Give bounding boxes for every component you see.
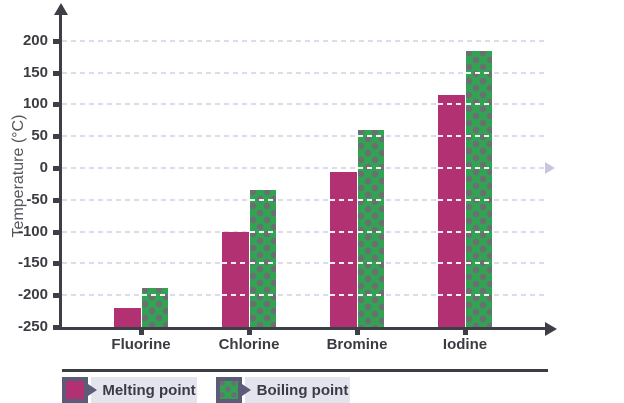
y-tick-150 bbox=[53, 71, 59, 76]
y-tick-50 bbox=[53, 134, 59, 139]
gridline-200 bbox=[62, 40, 546, 42]
gridline--50 bbox=[62, 199, 546, 201]
bar-boiling-iodine bbox=[465, 51, 492, 327]
bar-gridline-dash-100 bbox=[438, 103, 465, 105]
y-tick-label--150: -150 bbox=[17, 254, 48, 271]
bar-gridline-dash--100 bbox=[438, 231, 465, 233]
bar-gridline-dash--150 bbox=[438, 262, 465, 264]
y-tick--250 bbox=[53, 325, 59, 330]
bar-boiling-bromine bbox=[357, 130, 384, 327]
x-axis-line bbox=[59, 327, 547, 330]
bar-gridline-dash-0 bbox=[438, 167, 465, 169]
y-tick--150 bbox=[53, 261, 59, 266]
bar-gridline-dash--100 bbox=[358, 231, 384, 233]
bar-gridline-dash-100 bbox=[466, 103, 492, 105]
gridline-150 bbox=[62, 72, 546, 74]
legend-swatch-melting-icon bbox=[62, 377, 88, 403]
legend-label-melting: Melting point bbox=[91, 377, 197, 403]
legend-color-sample-melting bbox=[66, 381, 84, 399]
bar-melting-chlorine bbox=[222, 232, 249, 327]
y-tick-label-150: 150 bbox=[22, 64, 48, 81]
legend-pointer-icon bbox=[242, 384, 251, 396]
y-tick-label--250: -250 bbox=[17, 318, 48, 335]
category-label-fluorine: Fluorine bbox=[111, 336, 171, 353]
y-tick-label-100: 100 bbox=[22, 95, 48, 112]
bar-gridline-dash-50 bbox=[466, 135, 492, 137]
y-tick-label--100: -100 bbox=[17, 223, 48, 240]
y-tick-label-50: 50 bbox=[31, 127, 48, 144]
y-axis-line bbox=[59, 13, 62, 330]
y-tick-200 bbox=[53, 39, 59, 44]
bar-gridline-dash--50 bbox=[250, 199, 276, 201]
bar-melting-bromine bbox=[330, 172, 357, 327]
legend-divider-line bbox=[62, 369, 548, 372]
bar-boiling-fluorine bbox=[141, 288, 168, 327]
y-tick--200 bbox=[53, 293, 59, 298]
x-tick-chlorine bbox=[247, 330, 252, 335]
gridline--100 bbox=[62, 231, 546, 233]
x-axis-arrow-right-icon bbox=[545, 322, 557, 336]
x-tick-fluorine bbox=[139, 330, 144, 335]
bar-gridline-dash--50 bbox=[466, 199, 492, 201]
gridline--200 bbox=[62, 294, 546, 296]
y-tick-label--200: -200 bbox=[17, 286, 48, 303]
legend-item-melting: Melting point bbox=[62, 377, 197, 403]
legend-swatch-boiling-icon bbox=[216, 377, 242, 403]
legend-label-boiling: Boiling point bbox=[245, 377, 350, 403]
legend-pointer-icon bbox=[88, 384, 97, 396]
legend-color-sample-boiling bbox=[220, 381, 238, 399]
y-tick-100 bbox=[53, 102, 59, 107]
category-label-bromine: Bromine bbox=[326, 336, 388, 353]
bar-gridline-dash--200 bbox=[358, 294, 384, 296]
bar-gridline-dash-50 bbox=[358, 135, 384, 137]
gridline-100 bbox=[62, 103, 546, 105]
y-tick-0 bbox=[53, 166, 59, 171]
gridline--150 bbox=[62, 262, 546, 264]
bar-gridline-dash--200 bbox=[330, 294, 357, 296]
bar-gridline-dash--100 bbox=[250, 231, 276, 233]
x-tick-iodine bbox=[463, 330, 468, 335]
y-tick-label--50: -50 bbox=[26, 191, 48, 208]
bar-gridline-dash--150 bbox=[358, 262, 384, 264]
bar-gridline-dash--50 bbox=[358, 199, 384, 201]
legend-item-boiling: Boiling point bbox=[216, 377, 350, 403]
x-tick-bromine bbox=[355, 330, 360, 335]
bar-gridline-dash--50 bbox=[438, 199, 465, 201]
gridline-0 bbox=[62, 167, 546, 169]
bar-boiling-chlorine bbox=[249, 190, 276, 327]
y-tick-label-0: 0 bbox=[39, 159, 48, 176]
bar-gridline-dash-0 bbox=[358, 167, 384, 169]
bar-gridline-dash--200 bbox=[438, 294, 465, 296]
y-tick--50 bbox=[53, 198, 59, 203]
bar-gridline-dash--50 bbox=[330, 199, 357, 201]
bar-gridline-dash--150 bbox=[222, 262, 249, 264]
bar-gridline-dash--100 bbox=[466, 231, 492, 233]
category-label-iodine: Iodine bbox=[442, 336, 488, 353]
bar-melting-fluorine bbox=[114, 308, 141, 327]
bar-gridline-dash--150 bbox=[330, 262, 357, 264]
bar-gridline-dash--200 bbox=[142, 294, 168, 296]
bar-gridline-dash--200 bbox=[466, 294, 492, 296]
bar-gridline-dash--200 bbox=[222, 294, 249, 296]
bar-melting-iodine bbox=[438, 95, 465, 327]
zero-line-arrow-right-icon bbox=[545, 162, 555, 174]
y-tick-label-200: 200 bbox=[22, 32, 48, 49]
category-label-chlorine: Chlorine bbox=[218, 336, 280, 353]
bar-gridline-dash--150 bbox=[466, 262, 492, 264]
bar-gridline-dash-50 bbox=[438, 135, 465, 137]
bar-gridline-dash--200 bbox=[250, 294, 276, 296]
bar-gridline-dash--150 bbox=[250, 262, 276, 264]
bar-gridline-dash--100 bbox=[330, 231, 357, 233]
bar-gridline-dash-0 bbox=[466, 167, 492, 169]
y-tick--100 bbox=[53, 230, 59, 235]
bar-gridline-dash-150 bbox=[466, 72, 492, 74]
gridline-50 bbox=[62, 135, 546, 137]
y-axis-arrow-up-icon bbox=[54, 3, 68, 15]
